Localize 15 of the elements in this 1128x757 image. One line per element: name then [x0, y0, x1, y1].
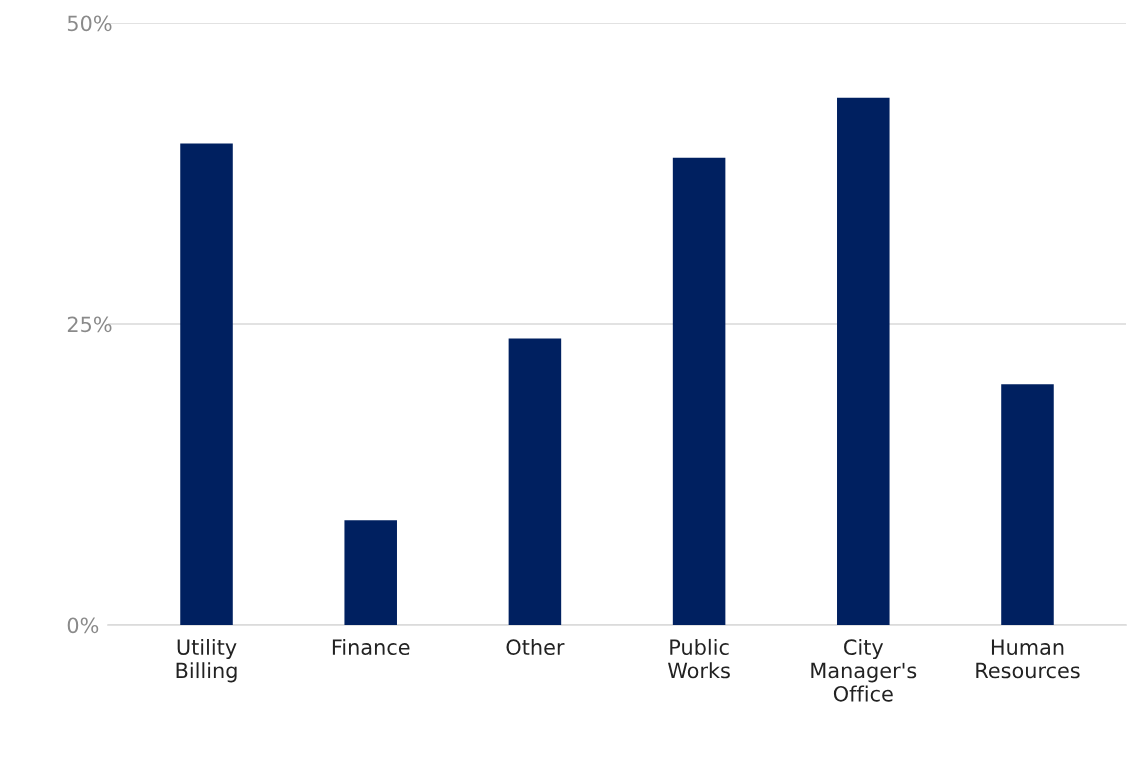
x-tick-label: Human Resources	[976, 639, 1080, 679]
bar	[508, 338, 562, 625]
x-tick-label: Other	[506, 638, 565, 656]
y-tick-label: 25%	[67, 316, 112, 333]
y-tick-label: 0%	[67, 617, 99, 634]
y-tick-label: 50%	[67, 15, 112, 32]
x-tick-label: Finance	[332, 638, 410, 656]
bar	[180, 143, 233, 625]
x-tick-label: Utility Billing	[176, 638, 237, 683]
bar	[1001, 384, 1054, 625]
bar	[672, 157, 726, 625]
bar	[837, 97, 890, 625]
x-tick-label: Public Works	[667, 638, 730, 679]
x-tick-label: City Manager's Office	[811, 638, 917, 702]
bar	[344, 520, 397, 625]
